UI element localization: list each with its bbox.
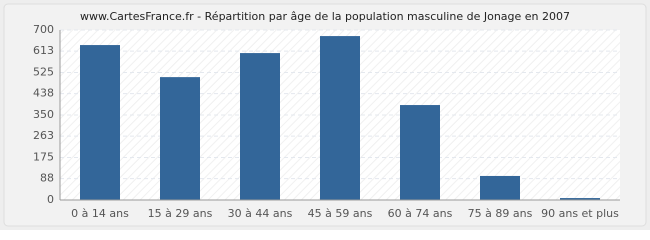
x-tick-label: 0 à 14 ans: [71, 207, 129, 220]
y-tick-label: 263: [33, 129, 54, 142]
y-tick-label: 700: [33, 23, 54, 36]
x-tick-label: 75 à 89 ans: [468, 207, 533, 220]
y-tick-label: 0: [47, 193, 54, 206]
bar: [320, 36, 360, 201]
x-tick-label: 30 à 44 ans: [228, 207, 293, 220]
bar: [80, 45, 120, 200]
bar: [400, 105, 440, 200]
bar: [160, 77, 200, 200]
x-tick-label: 45 à 59 ans: [308, 207, 373, 220]
y-tick-label: 438: [33, 87, 54, 100]
bar: [560, 198, 600, 200]
y-tick-label: 88: [40, 172, 54, 185]
y-tick-label: 613: [33, 44, 54, 57]
bar: [240, 53, 280, 201]
chart: www.CartesFrance.fr - Répartition par âg…: [0, 0, 650, 230]
y-tick-label: 525: [33, 66, 54, 79]
y-tick-label: 350: [33, 108, 54, 121]
y-tick-label: 175: [33, 151, 54, 164]
bar: [480, 175, 520, 200]
x-tick-label: 15 à 29 ans: [148, 207, 213, 220]
x-tick-label: 90 ans et plus: [541, 207, 619, 220]
chart-title: www.CartesFrance.fr - Répartition par âg…: [80, 10, 570, 23]
x-tick-label: 60 à 74 ans: [388, 207, 453, 220]
